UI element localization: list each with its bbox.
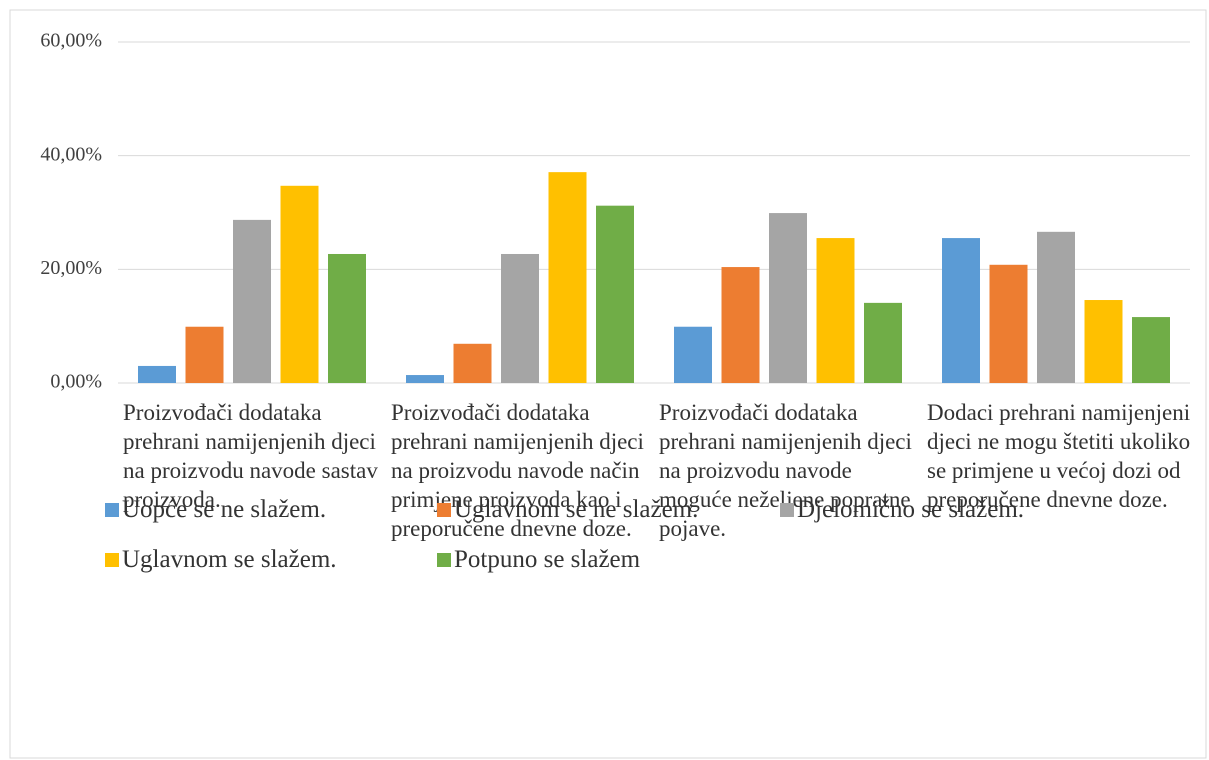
bar [233,219,271,383]
bar [1037,231,1075,383]
y-tick-label: 60,00% [40,30,102,52]
legend-swatch [105,553,119,567]
bar [406,375,444,383]
legend-item: Uglavnom se slažem. [105,546,337,574]
x-tick-label: Proizvođači dodataka prehrani namijenjen… [123,400,378,512]
bar [501,253,539,383]
bar [674,326,712,383]
x-tick-label: Proizvođači dodataka prehrani namijenjen… [659,400,912,541]
legend-label: Potpuno se slažem [454,546,641,573]
bar [328,253,366,383]
x-tick-label: Dodaci prehrani namijenjeni djeci ne mog… [927,400,1191,512]
y-tick-label: 20,00% [40,257,102,279]
bar [185,326,224,383]
legend-label: Uglavnom se ne slažem. [454,496,699,523]
legend-swatch [437,503,451,517]
legend-item: Uopće se ne slažem. [105,496,326,524]
bar [721,267,760,383]
y-tick-label: 0,00% [50,371,102,393]
legend-label: Djelomično se slažem. [797,496,1025,523]
bar [453,343,492,383]
x-tick-label: Proizvođači dodataka prehrani namijenjen… [391,400,644,541]
bar [280,185,319,383]
bar [816,238,855,383]
bar [1132,317,1170,383]
y-tick-label: 40,00% [40,143,102,165]
bar [548,172,587,383]
legend-swatch [437,553,451,567]
bar [989,264,1028,383]
bar [769,213,807,383]
bar [942,238,980,383]
chart-border [9,9,1207,759]
legend-swatch [780,503,794,517]
bar [1084,300,1123,383]
legend-item: Uglavnom se ne slažem. [437,496,698,524]
legend-label: Uglavnom se slažem. [122,546,337,573]
legend-swatch [105,503,119,517]
legend-item: Djelomično se slažem. [780,496,1024,524]
bar [864,302,902,383]
legend-item: Potpuno se slažem [437,546,640,574]
legend-label: Uopće se ne slažem. [122,496,327,523]
bar [138,365,176,383]
bar [596,205,634,383]
